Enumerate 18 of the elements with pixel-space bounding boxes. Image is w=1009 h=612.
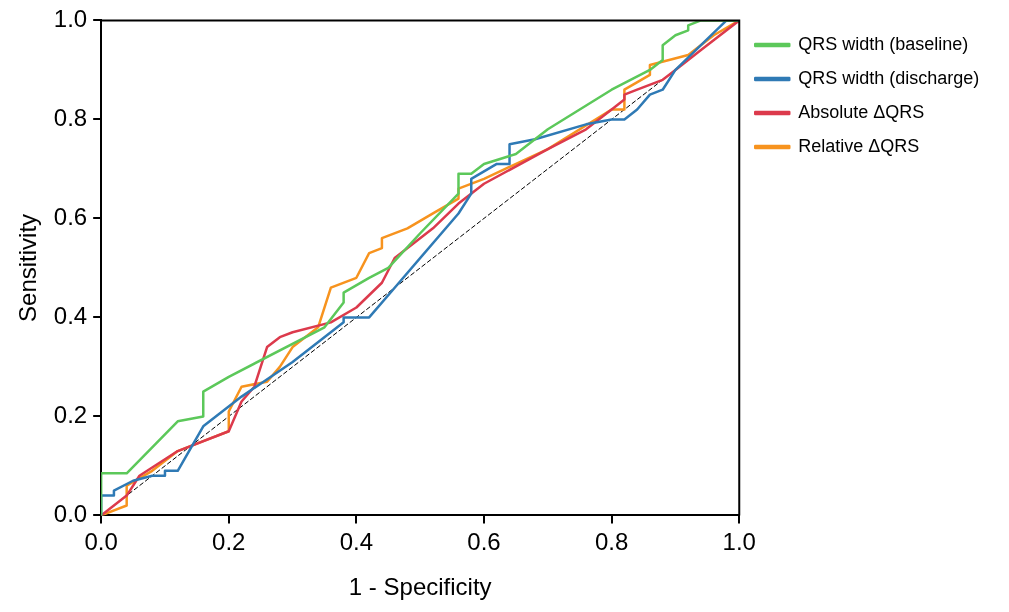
legend-label: QRS width (baseline) bbox=[798, 33, 969, 54]
y-tick-label: 0.4 bbox=[53, 302, 88, 330]
legend-label: QRS width (discharge) bbox=[798, 67, 980, 88]
x-axis-title: 1 - Specificity bbox=[348, 573, 492, 601]
y-tick-label: 0.8 bbox=[53, 104, 88, 132]
legend-label: Relative ΔQRS bbox=[798, 135, 920, 156]
y-tick-label: 1.0 bbox=[53, 5, 88, 33]
y-tick-label: 0.0 bbox=[53, 500, 88, 528]
y-tick-label: 0.2 bbox=[53, 401, 88, 429]
x-tick-label: 0.2 bbox=[212, 528, 246, 556]
x-tick-label: 0.0 bbox=[84, 528, 118, 556]
x-tick-label: 1.0 bbox=[722, 528, 756, 556]
x-tick-label: 0.4 bbox=[339, 528, 374, 556]
y-tick-label: 0.6 bbox=[53, 203, 88, 231]
y-axis-title: Sensitivity bbox=[14, 213, 42, 322]
x-tick-label: 0.6 bbox=[467, 528, 501, 556]
x-tick-label: 0.8 bbox=[594, 528, 629, 556]
legend-label: Absolute ΔQRS bbox=[798, 101, 925, 122]
